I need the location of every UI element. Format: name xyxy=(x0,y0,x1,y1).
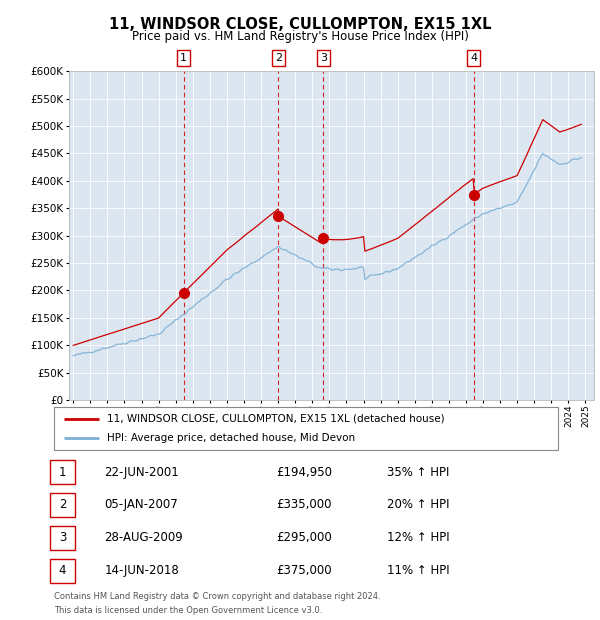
Text: HPI: Average price, detached house, Mid Devon: HPI: Average price, detached house, Mid … xyxy=(107,433,355,443)
Text: 12% ↑ HPI: 12% ↑ HPI xyxy=(386,531,449,544)
Text: Contains HM Land Registry data © Crown copyright and database right 2024.: Contains HM Land Registry data © Crown c… xyxy=(54,592,380,601)
Text: 05-JAN-2007: 05-JAN-2007 xyxy=(104,498,178,511)
Text: 22-JUN-2001: 22-JUN-2001 xyxy=(104,466,179,479)
Text: 14-JUN-2018: 14-JUN-2018 xyxy=(104,564,179,577)
Text: 11% ↑ HPI: 11% ↑ HPI xyxy=(386,564,449,577)
Text: 3: 3 xyxy=(320,53,327,63)
Text: 11, WINDSOR CLOSE, CULLOMPTON, EX15 1XL: 11, WINDSOR CLOSE, CULLOMPTON, EX15 1XL xyxy=(109,17,491,32)
Text: 3: 3 xyxy=(59,531,66,544)
FancyBboxPatch shape xyxy=(50,460,74,484)
Text: 20% ↑ HPI: 20% ↑ HPI xyxy=(386,498,449,511)
Text: This data is licensed under the Open Government Licence v3.0.: This data is licensed under the Open Gov… xyxy=(54,606,322,615)
Text: £194,950: £194,950 xyxy=(276,466,332,479)
Text: 4: 4 xyxy=(470,53,477,63)
FancyBboxPatch shape xyxy=(54,407,558,450)
Text: 1: 1 xyxy=(59,466,67,479)
Text: 35% ↑ HPI: 35% ↑ HPI xyxy=(386,466,449,479)
Text: 2: 2 xyxy=(59,498,67,511)
Text: 1: 1 xyxy=(180,53,187,63)
Text: £375,000: £375,000 xyxy=(276,564,331,577)
FancyBboxPatch shape xyxy=(50,559,74,583)
Text: 28-AUG-2009: 28-AUG-2009 xyxy=(104,531,183,544)
FancyBboxPatch shape xyxy=(50,493,74,517)
Text: £295,000: £295,000 xyxy=(276,531,332,544)
FancyBboxPatch shape xyxy=(50,526,74,550)
Text: £335,000: £335,000 xyxy=(276,498,331,511)
Text: 4: 4 xyxy=(59,564,67,577)
Text: 11, WINDSOR CLOSE, CULLOMPTON, EX15 1XL (detached house): 11, WINDSOR CLOSE, CULLOMPTON, EX15 1XL … xyxy=(107,414,445,423)
Text: 2: 2 xyxy=(275,53,282,63)
Text: Price paid vs. HM Land Registry's House Price Index (HPI): Price paid vs. HM Land Registry's House … xyxy=(131,30,469,43)
